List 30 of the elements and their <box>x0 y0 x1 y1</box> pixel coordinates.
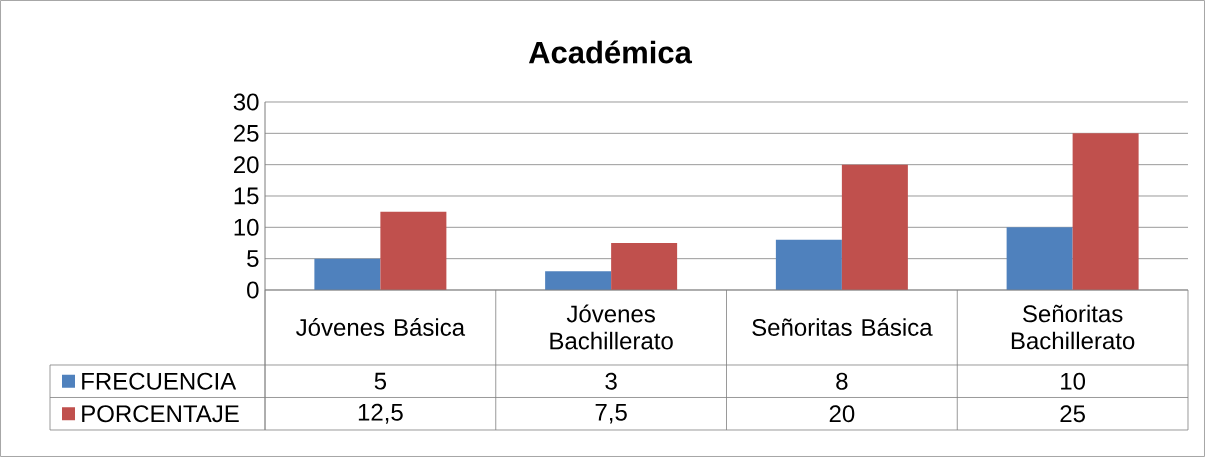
data-label: 10 <box>1061 372 1086 390</box>
y-tick-label: 30 <box>233 93 259 111</box>
y-tick-label: 20 <box>233 156 259 174</box>
bar <box>1006 227 1073 290</box>
y-tick-label: 10 <box>234 218 259 236</box>
bar <box>841 164 908 290</box>
data-label: 25 <box>1060 405 1085 423</box>
data-label: 12,5 <box>358 403 403 424</box>
x-tick-label: Jóvenes Bachillerato <box>550 304 673 350</box>
bar <box>775 239 842 290</box>
y-tick-label: 0 <box>247 281 259 299</box>
data-label: 7,5 <box>595 403 627 424</box>
bar <box>380 211 447 290</box>
bar <box>1072 133 1139 290</box>
bar <box>611 242 678 290</box>
y-tick-label: 25 <box>233 124 259 142</box>
legend-label: FRECUENCIA <box>82 372 237 390</box>
data-label: 3 <box>605 372 617 390</box>
x-tick-label: Señoritas Bachillerato <box>1011 304 1135 350</box>
chart-title: Académica <box>528 40 693 64</box>
y-tick-label: 15 <box>234 187 259 205</box>
y-tick-label: 5 <box>247 250 259 268</box>
x-tick-label: Señoritas Básica <box>752 318 933 336</box>
bar <box>314 258 381 290</box>
data-label: 8 <box>836 372 848 390</box>
bar <box>545 271 612 290</box>
data-label: 20 <box>829 405 855 423</box>
legend-label: PORCENTAJE <box>82 405 239 423</box>
data-label: 5 <box>374 372 387 390</box>
x-tick-label: Jóvenes Básica <box>296 318 466 336</box>
